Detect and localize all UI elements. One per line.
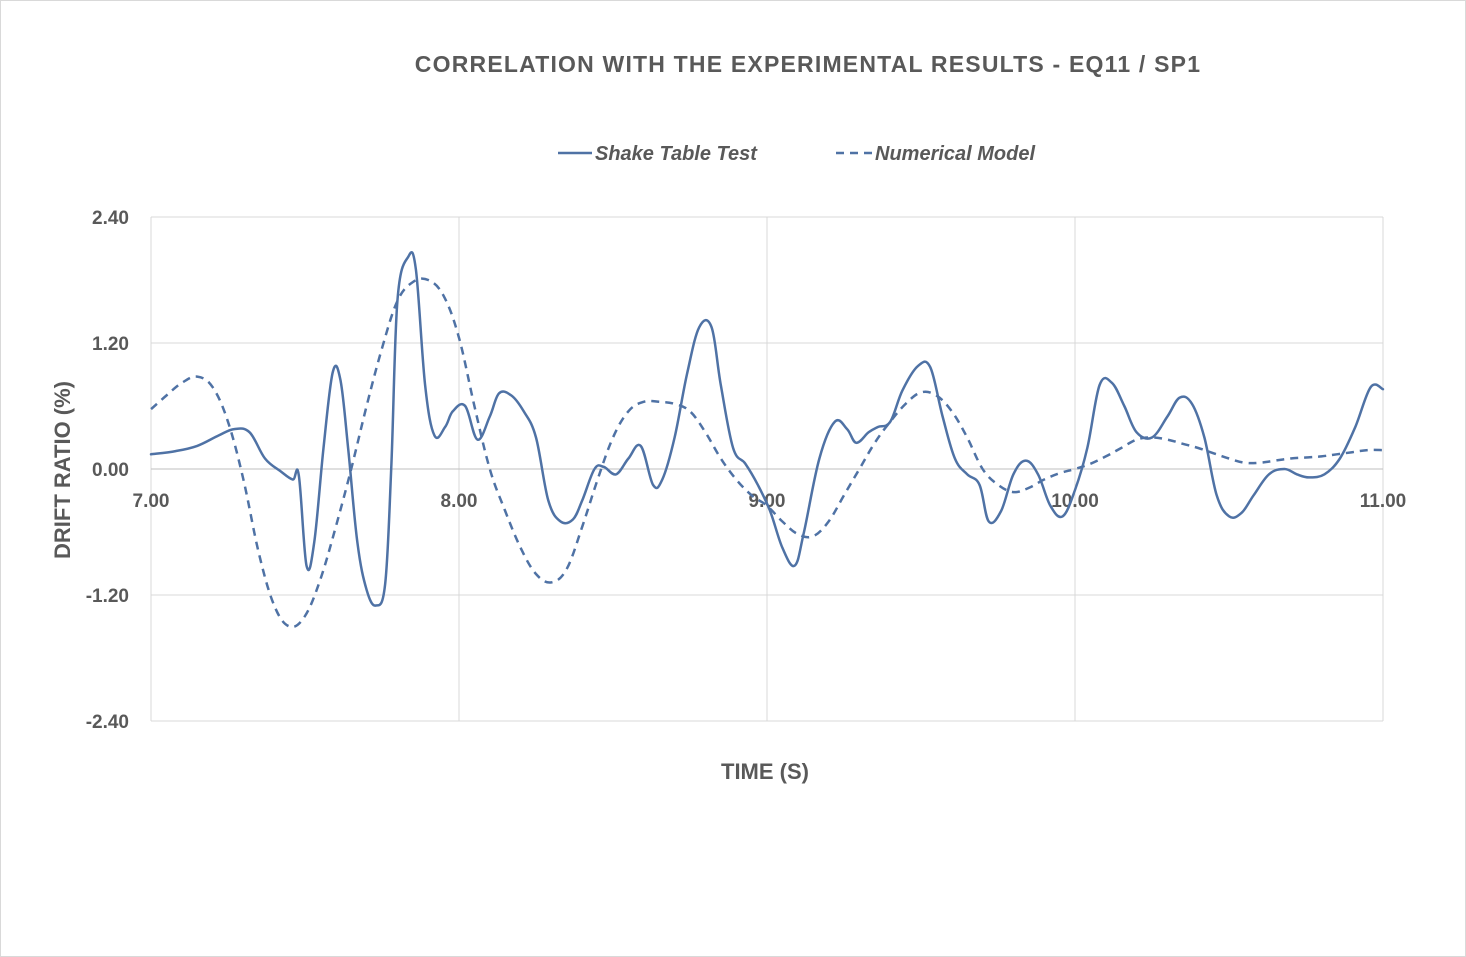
gridlines <box>150 216 1384 722</box>
x-tick-label: 7.00 <box>133 491 170 512</box>
legend-label-numerical-model: Numerical Model <box>875 143 1035 165</box>
legend: Shake Table Test Numerical Model <box>558 143 1035 165</box>
y-tick-label: 1.20 <box>92 334 129 355</box>
y-axis-title: DRIFT RATIO (%) <box>50 381 75 559</box>
y-tick-label: -2.40 <box>86 712 129 733</box>
x-tick-label: 8.00 <box>441 491 478 512</box>
series-line-numerical-model <box>150 277 1384 629</box>
y-tick-label: 2.40 <box>92 208 129 229</box>
y-axis-ticks: 2.40 1.20 0.00 -1.20 -2.40 <box>86 208 129 733</box>
x-tick-label: 11.00 <box>1360 491 1407 512</box>
x-axis-ticks: 7.00 8.00 9.00 10.00 11.00 <box>133 491 1407 512</box>
chart-title: CORRELATION WITH THE EXPERIMENTAL RESULT… <box>415 51 1201 77</box>
x-axis-title: TIME (S) <box>721 759 809 784</box>
series-lines <box>149 251 1385 629</box>
legend-label-shake-table-test: Shake Table Test <box>595 143 758 165</box>
y-tick-label: 0.00 <box>92 460 129 481</box>
x-tick-label: 10.00 <box>1051 491 1099 512</box>
y-tick-label: -1.20 <box>86 586 129 607</box>
